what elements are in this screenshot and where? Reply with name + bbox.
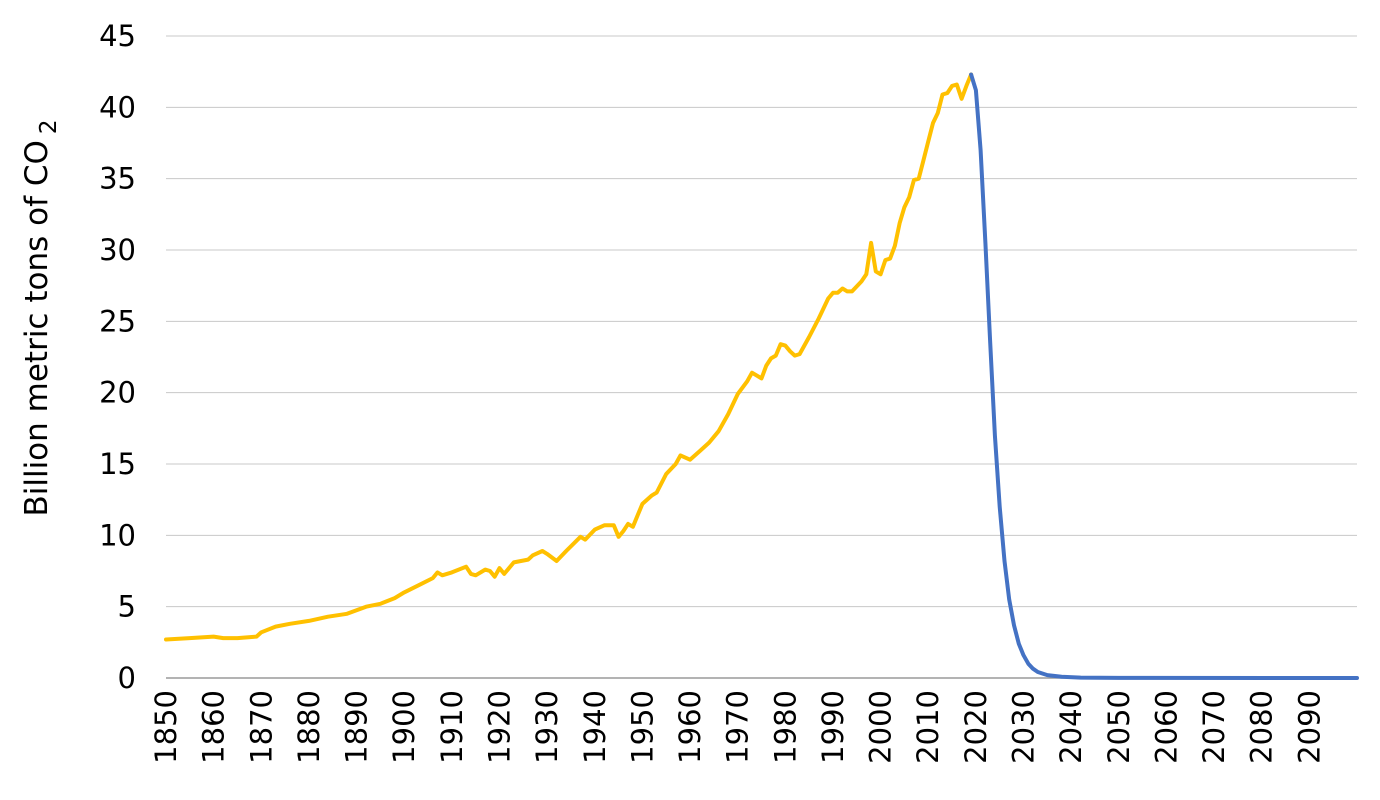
x-tick-label: 2070 xyxy=(1197,690,1231,764)
y-tick-label: 20 xyxy=(99,376,136,410)
y-tick-label: 45 xyxy=(99,19,136,53)
x-tick-label: 1890 xyxy=(340,690,374,764)
y-axis-tick-labels: 0 5 10 15 20 25 30 35 40 45 xyxy=(99,19,136,695)
y-tick-label: 35 xyxy=(99,162,136,196)
x-tick-label: 1930 xyxy=(530,690,564,764)
x-tick-label: 1880 xyxy=(292,690,326,764)
y-tick-label: 5 xyxy=(118,590,136,624)
x-axis-tick-labels: 1850 1860 1870 1880 1890 1900 1910 1920 1930 1940… xyxy=(149,690,1326,764)
y-axis-title: Billion metric tons of CO2 xyxy=(19,119,62,516)
x-tick-label: 2030 xyxy=(1007,690,1041,764)
x-tick-label: 1920 xyxy=(482,690,516,764)
y-tick-label: 0 xyxy=(118,661,136,695)
y-tick-label: 10 xyxy=(99,518,136,552)
y-tick-label: 40 xyxy=(99,90,136,124)
x-tick-label: 1960 xyxy=(673,690,707,764)
x-tick-label: 1990 xyxy=(816,690,850,764)
y-tick-label: 15 xyxy=(99,447,136,481)
x-tick-label: 1950 xyxy=(625,690,659,764)
gridlines xyxy=(166,35,1357,679)
y-tick-label: 30 xyxy=(99,233,136,267)
x-tick-label: 2040 xyxy=(1054,690,1088,764)
data-series xyxy=(164,72,1359,680)
x-tick-label: 2000 xyxy=(864,690,898,764)
x-tick-label: 2050 xyxy=(1102,690,1136,764)
x-tick-label: 2060 xyxy=(1149,690,1183,764)
x-tick-label: 1850 xyxy=(149,690,183,764)
y-tick-label: 25 xyxy=(99,304,136,338)
x-tick-label: 2020 xyxy=(959,690,993,764)
x-tick-label: 2010 xyxy=(911,690,945,764)
x-tick-label: 1900 xyxy=(387,690,421,764)
projected-emissions-line xyxy=(969,72,1359,680)
x-tick-label: 1940 xyxy=(578,690,612,764)
x-tick-label: 1860 xyxy=(197,690,231,764)
x-tick-label: 2080 xyxy=(1245,690,1279,764)
x-tick-label: 1980 xyxy=(768,690,802,764)
historical-emissions-line xyxy=(164,72,974,642)
x-tick-label: 2090 xyxy=(1292,690,1326,764)
x-tick-label: 1970 xyxy=(721,690,755,764)
x-tick-label: 1910 xyxy=(435,690,469,764)
x-tick-label: 1870 xyxy=(244,690,278,764)
